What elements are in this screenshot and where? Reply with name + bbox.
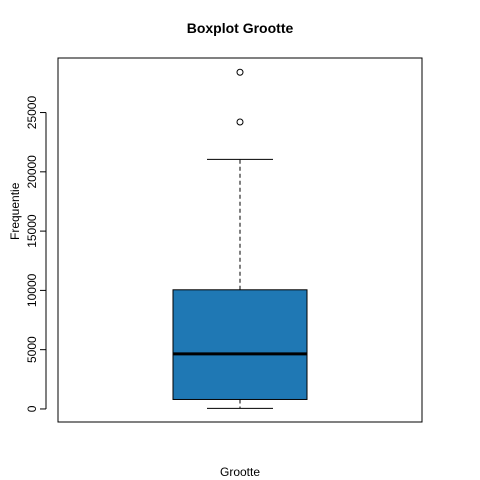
y-tick-label: 25000	[25, 96, 39, 130]
iqr-box	[172, 289, 308, 400]
y-tick-label: 20000	[25, 155, 39, 189]
plot-frame	[57, 57, 423, 423]
outlier-point	[236, 68, 244, 76]
outlier-point	[236, 118, 244, 126]
y-tick-label: 0	[25, 405, 39, 412]
x-axis-label: Grootte	[219, 465, 261, 479]
y-tick-label: 15000	[25, 214, 39, 248]
y-tick-label: 10000	[25, 273, 39, 307]
chart-title: Boxplot Grootte	[186, 20, 294, 36]
y-tick-label: 5000	[25, 336, 39, 363]
